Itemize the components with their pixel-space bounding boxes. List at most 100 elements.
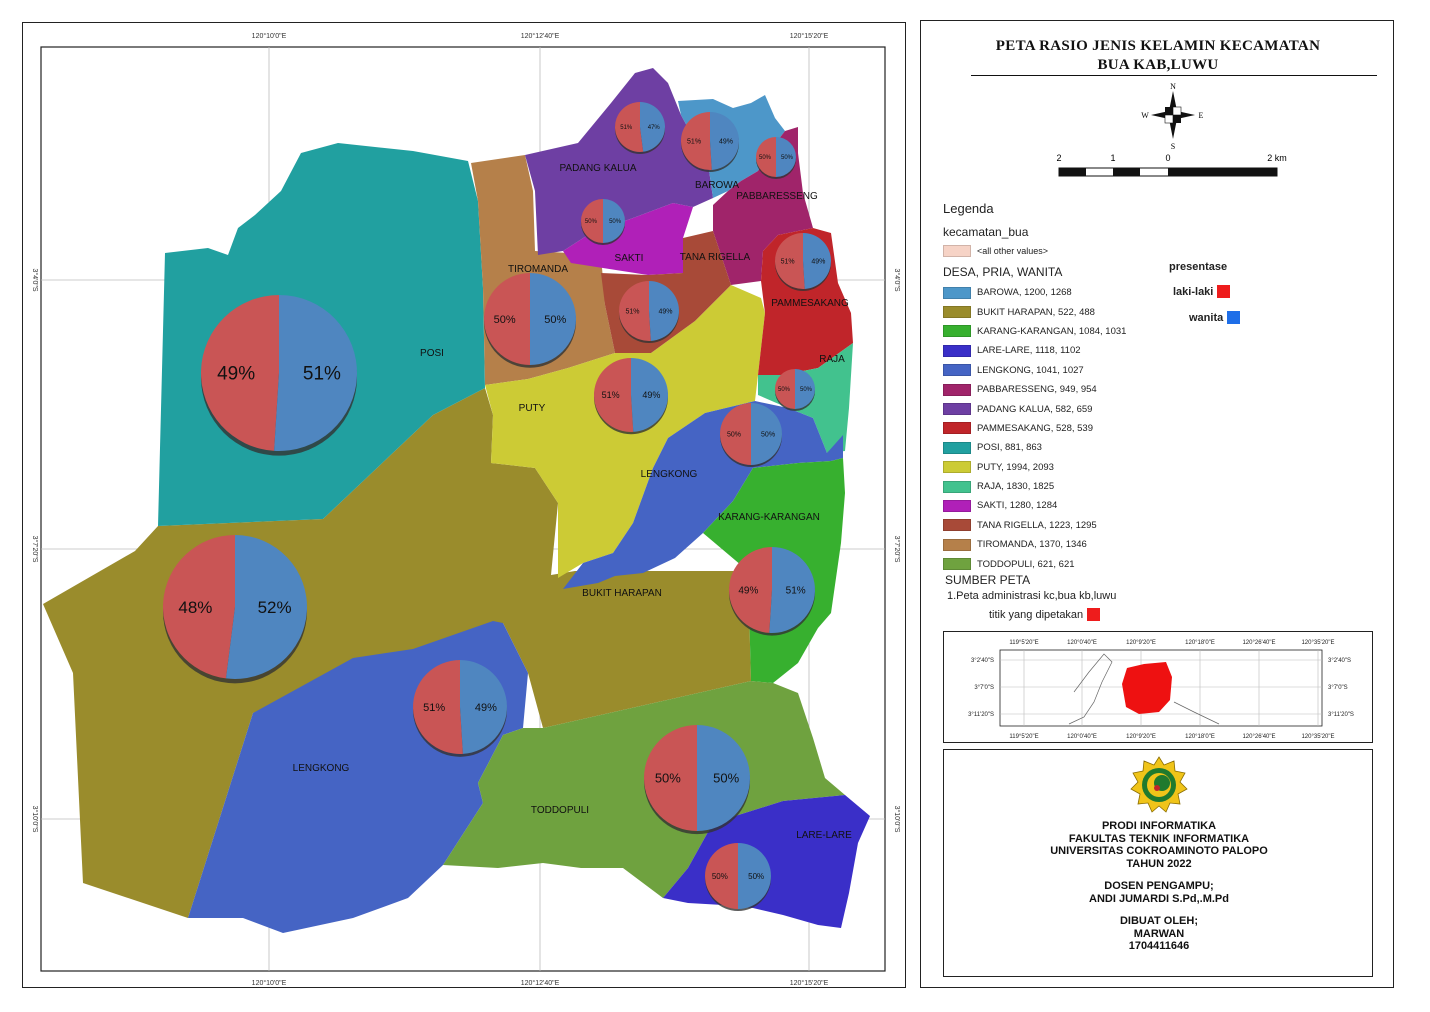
- map-title: PETA RASIO JENIS KELAMIN KECAMATAN BUA K…: [921, 37, 1395, 75]
- pie-label-pria: 51%: [620, 125, 633, 131]
- legend-item: KARANG-KARANGAN, 1084, 1031: [943, 322, 1126, 341]
- legend-layer-name: kecamatan_bua: [943, 225, 1029, 239]
- legend-swatch: [943, 519, 971, 532]
- pie-slice-pria: [728, 547, 772, 633]
- credits-box: PRODI INFORMATIKA FAKULTAS TEKNIK INFORM…: [943, 749, 1373, 977]
- legend-item: TANA RIGELLA, 1223, 1295: [943, 516, 1126, 535]
- title-line-1: PETA RASIO JENIS KELAMIN KECAMATAN: [995, 38, 1321, 54]
- pie-chart: 51% 47%: [615, 102, 665, 154]
- pie-label-pria: 49%: [217, 364, 255, 385]
- swatch-laki-laki: [1217, 285, 1231, 298]
- pie-chart: 51% 49%: [594, 358, 669, 435]
- pie-slice-pria: [412, 660, 463, 755]
- pie-slice-wanita: [751, 403, 782, 465]
- label-puty: PUTY: [519, 403, 546, 414]
- label-tiromanda: TIROMANDA: [508, 264, 568, 275]
- legend-item-label: RAJA, 1830, 1825: [977, 481, 1055, 493]
- swatch-wanita: [1227, 311, 1241, 324]
- pie-chart: 50% 50%: [705, 843, 771, 911]
- label-posi: POSI: [420, 348, 444, 359]
- pie-label-pria: 50%: [655, 771, 681, 786]
- pie-label-wanita: 50%: [609, 219, 622, 225]
- coord-labels: 120°10'0"E 120°12'40"E 120°15'20"E 120°1…: [31, 32, 901, 987]
- compass-w: W: [1141, 111, 1149, 120]
- pie-label-pria: 49%: [738, 586, 758, 597]
- coord-bottom-3: 120°15'20"E: [790, 979, 829, 987]
- pie-label-wanita: 51%: [786, 586, 806, 597]
- pie-label-pria: 50%: [759, 155, 772, 161]
- title-line-2: BUA KAB,LUWU: [1097, 57, 1219, 73]
- legend-item: LENGKONG, 1041, 1027: [943, 361, 1126, 380]
- inset-top-2: 120°0'40"E: [1067, 640, 1097, 646]
- pie-label-pria: 50%: [585, 219, 598, 225]
- legend-all-other: <all other values>: [943, 245, 1048, 257]
- legend-item: BUKIT HARAPAN, 522, 488: [943, 302, 1126, 321]
- legend-item: PADANG KALUA, 582, 659: [943, 399, 1126, 418]
- pie-charts: 51% 47%51% 49%50% 50%50% 50%51% 49%50% 50%51% 4…: [163, 102, 832, 911]
- compass-rose-icon: N S E W: [1141, 82, 1203, 151]
- legend-swatch: [943, 383, 971, 396]
- inset-top-6: 120°35'20"E: [1301, 640, 1334, 646]
- inset-bottom-3: 120°9'20"E: [1126, 734, 1156, 740]
- compass-scalebar: N S E W 2 1 0 2 km: [1056, 82, 1287, 177]
- pie-chart: 49% 51%: [200, 295, 357, 456]
- inset-top-5: 120°26'40"E: [1242, 640, 1275, 646]
- label-tana-rigella: TANA RIGELLA: [680, 252, 751, 263]
- polygon-sakti[interactable]: [563, 203, 693, 275]
- legend-item-label: PADANG KALUA, 582, 659: [977, 403, 1093, 415]
- legend-swatch: [943, 286, 971, 299]
- university-logo-icon: [1130, 756, 1188, 813]
- legend-item-label: BUKIT HARAPAN, 522, 488: [977, 306, 1095, 318]
- pie-label-wanita: 47%: [648, 125, 661, 131]
- source-item-2-label: titik yang dipetakan: [989, 608, 1084, 621]
- legend-swatch: [943, 538, 971, 551]
- coord-bottom-2: 120°12'40"E: [521, 979, 560, 987]
- pie-chart: 50% 50%: [775, 369, 815, 411]
- label-lare-lare: LARE-LARE: [796, 830, 852, 841]
- label-padang-kalua: PADANG KALUA: [559, 163, 636, 174]
- pie-chart: 51% 49%: [775, 233, 832, 291]
- inset-bottom-1: 119°5'20"E: [1009, 734, 1038, 740]
- legend-item-label: PUTY, 1994, 2093: [977, 461, 1054, 473]
- legend-swatch: [943, 344, 971, 357]
- village-labels: PADANG KALUA BAROWA PABBARESSENG SAKTI T…: [293, 163, 852, 841]
- pie-label-pria: 48%: [178, 598, 212, 617]
- scale-label-0: 0: [1165, 153, 1170, 163]
- pie-label-wanita: 50%: [800, 387, 813, 393]
- pie-label-wanita: 49%: [719, 138, 733, 145]
- pie-slice-pria: [681, 112, 712, 170]
- coord-left-3: 3°10'0"S: [31, 806, 39, 833]
- credit-line-8: MARWAN: [1133, 927, 1185, 940]
- legend-swatch: [943, 422, 971, 435]
- pie-slice-pria: [644, 725, 697, 831]
- legend-all-other-label: <all other values>: [977, 246, 1049, 256]
- legend-swatch: [943, 403, 971, 416]
- pie-slice-pria: [484, 273, 530, 365]
- pie-slice-wanita: [776, 137, 796, 177]
- inset-left-2: 3°7'0"S: [974, 685, 994, 691]
- legend-swatch: [943, 441, 971, 454]
- polygon-padang-kalua[interactable]: [525, 68, 713, 255]
- legend-items: BAROWA, 1200, 1268 BUKIT HARAPAN, 522, 48…: [943, 283, 1126, 574]
- legend-heading: Legenda: [943, 201, 994, 216]
- label-pabbaresseng: PABBARESSENG: [736, 191, 818, 202]
- pie-label-pria: 51%: [423, 702, 445, 714]
- pie-chart: 50% 50%: [484, 273, 576, 368]
- map-frame: PADANG KALUA BAROWA PABBARESSENG SAKTI T…: [22, 22, 906, 988]
- label-barowa: BAROWA: [695, 180, 739, 191]
- legend-swatch: [943, 499, 971, 512]
- label-karang-karangan: KARANG-KARANGAN: [718, 512, 820, 523]
- layout-panel: PETA RASIO JENIS KELAMIN KECAMATAN BUA K…: [920, 20, 1394, 988]
- pie-slice-wanita: [803, 233, 832, 289]
- scale-label-1: 1: [1110, 153, 1115, 163]
- inset-bottom-5: 120°26'40"E: [1242, 734, 1275, 740]
- legend-item: PABBARESSENG, 949, 954: [943, 380, 1126, 399]
- pie-label-wanita: 50%: [748, 872, 764, 881]
- pie-slice-wanita: [795, 369, 815, 409]
- pie-slice-wanita: [710, 112, 739, 170]
- polygon-toddopuli[interactable]: [443, 681, 845, 898]
- pie-label-pria: 50%: [712, 872, 728, 881]
- coord-bottom-1: 120°10'0"E: [252, 979, 287, 987]
- legend-item-label: TANA RIGELLA, 1223, 1295: [977, 519, 1097, 531]
- coord-top-1: 120°10'0"E: [252, 32, 287, 40]
